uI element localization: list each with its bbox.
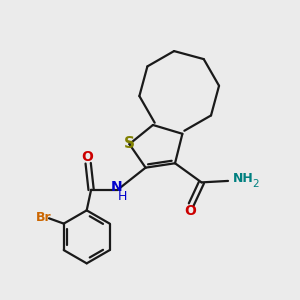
Text: Br: Br [36, 211, 52, 224]
Text: NH: NH [232, 172, 253, 185]
Text: 2: 2 [252, 179, 259, 190]
Text: S: S [124, 136, 135, 151]
Text: O: O [81, 150, 93, 164]
Text: N: N [110, 180, 122, 194]
Text: O: O [184, 204, 196, 218]
Text: H: H [118, 190, 128, 203]
